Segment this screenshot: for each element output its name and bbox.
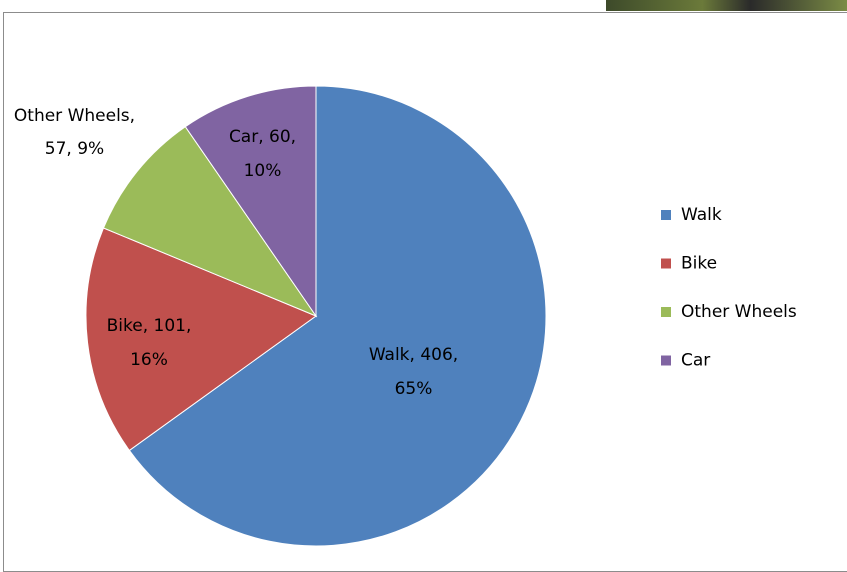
legend-swatch	[661, 259, 671, 269]
legend-label: Other Wheels	[681, 302, 797, 322]
legend-swatch	[661, 307, 671, 317]
legend-swatch	[661, 356, 671, 366]
legend-label: Walk	[681, 205, 722, 225]
data-label: Other Wheels, 57, 9%	[2, 100, 147, 166]
data-label: Walk, 406, 65%	[356, 338, 471, 406]
legend-label: Car	[681, 351, 710, 371]
data-label: Car, 60, 10%	[215, 120, 310, 188]
data-label: Bike, 101, 16%	[90, 309, 208, 377]
page: {"chart_data": {"type": "pie", "categori…	[0, 0, 847, 556]
legend-label: Bike	[681, 254, 717, 274]
chart: Walk Bike Other Wheels Car	[0, 0, 847, 556]
legend-swatch	[661, 210, 671, 220]
